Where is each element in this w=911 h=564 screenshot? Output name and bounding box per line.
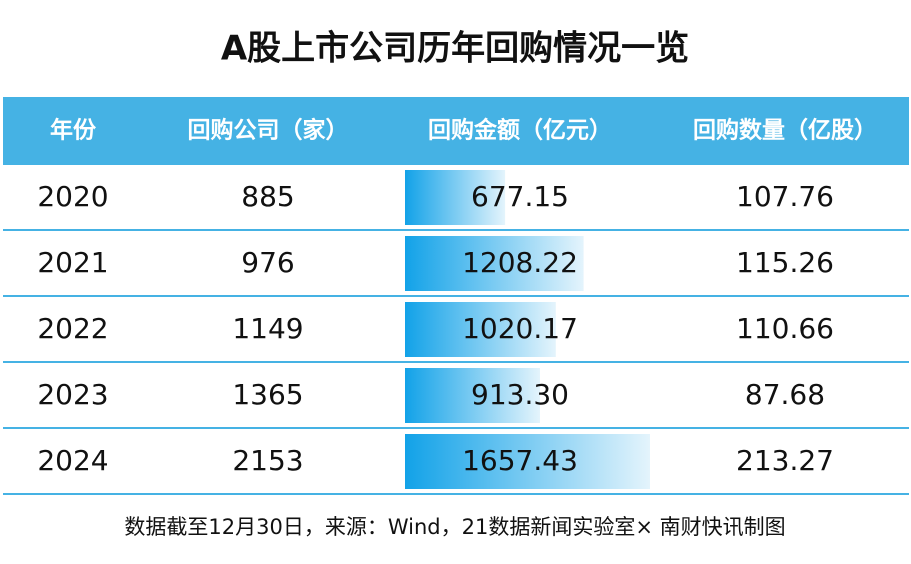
cell: 1149: [232, 312, 303, 345]
cell: 885: [241, 180, 294, 213]
cell: 677.15: [471, 180, 569, 213]
amount-bar: [405, 302, 556, 357]
cell: 87.68: [745, 378, 825, 411]
cell: 913.30: [471, 378, 569, 411]
cell: 2021: [37, 246, 108, 279]
cell: 2024: [37, 444, 108, 477]
amount-bar: [405, 368, 541, 423]
column-header: 回购公司（家）: [188, 117, 349, 144]
title: A股上市公司历年回购情况一览: [221, 29, 689, 69]
amount-bar: [405, 170, 506, 225]
column-header: 回购金额（亿元）: [428, 117, 612, 144]
cell: 2020: [37, 180, 108, 213]
cell: 1657.43: [462, 444, 578, 477]
cell: 1020.17: [462, 312, 578, 345]
column-header: 年份: [50, 117, 97, 144]
cell: 213.27: [736, 444, 834, 477]
amount-bar: [405, 236, 584, 291]
amount-bar: [405, 434, 650, 489]
cell: 1208.22: [462, 246, 578, 279]
cell: 2023: [37, 378, 108, 411]
header-row: [3, 97, 909, 165]
cell: 107.76: [736, 180, 834, 213]
source-note: 数据截至12月30日，来源：Wind，21数据新闻实验室× 南财快讯制图: [124, 515, 785, 539]
cell: 110.66: [736, 312, 834, 345]
column-header: 回购数量（亿股）: [693, 117, 877, 144]
cell: 976: [241, 246, 294, 279]
cell: 2022: [37, 312, 108, 345]
cell: 115.26: [736, 246, 834, 279]
cell: 2153: [232, 444, 303, 477]
cell: 1365: [232, 378, 303, 411]
